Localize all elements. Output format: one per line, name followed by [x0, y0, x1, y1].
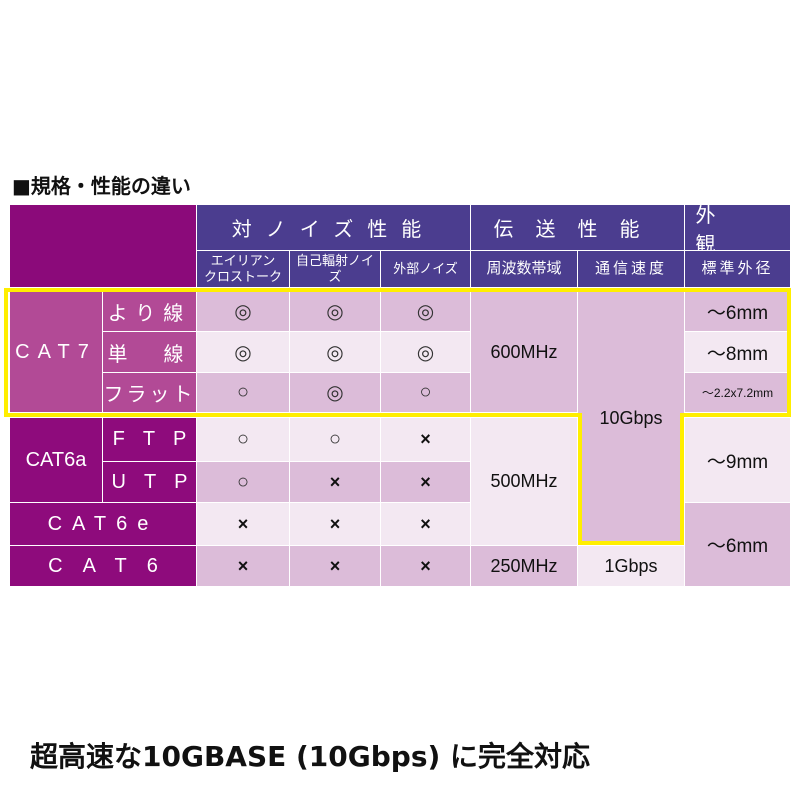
row-label-utp: UTP [103, 462, 196, 502]
diameter-cat6e-6: ～6mm [685, 503, 790, 586]
mark-cell: × [381, 462, 470, 502]
header-transmission: 伝送性能 [471, 205, 684, 250]
mark-cell: ○ [197, 462, 289, 502]
row-label-cat6a: CAT6a [10, 418, 102, 502]
freq-cat6a-6e: 500MHz [471, 418, 577, 545]
header-alien-crosstalk: エイリアン クロストーク [197, 251, 289, 287]
freq-cat7: 600MHz [471, 292, 577, 412]
mark-cell: ◎ [197, 292, 289, 331]
row-label-cat6e: CAT6e [10, 503, 196, 545]
mark-cell: × [197, 546, 289, 586]
mark-cell: ◎ [197, 332, 289, 372]
diameter-flat: ～2.2x7.2mm [685, 373, 790, 412]
mark-cell: × [381, 503, 470, 545]
header-appearance: 外 観 [685, 205, 790, 256]
corner-cell [10, 205, 196, 287]
row-label-solid: 単 線 [103, 332, 196, 372]
freq-cat6: 250MHz [471, 546, 577, 586]
diameter-twisted: ～6mm [685, 292, 790, 331]
diameter-solid: ～8mm [685, 332, 790, 372]
mark-cell: × [290, 546, 380, 586]
mark-cell: ◎ [381, 332, 470, 372]
row-label-cat6: CAT6 [10, 546, 196, 586]
mark-cell: ○ [290, 418, 380, 461]
header-self-radiation: 自己輻射ノイズ [290, 251, 380, 287]
mark-cell: ○ [197, 373, 289, 412]
diameter-cat6a: ～9mm [685, 418, 790, 502]
header-noise: 対ノイズ性能 [197, 205, 470, 250]
row-label-flat: フラット [103, 373, 196, 412]
mark-cell: ○ [197, 418, 289, 461]
speed-10g: 10Gbps [578, 292, 684, 545]
section-title: ■規格・性能の違い [12, 174, 191, 198]
header-diameter: 標準外径 [685, 251, 790, 287]
mark-cell: × [381, 418, 470, 461]
header-external-noise: 外部ノイズ [381, 251, 470, 287]
mark-cell: × [197, 503, 289, 545]
caption: 超高速な10GBASE (10Gbps) に完全対応 [30, 740, 591, 773]
mark-cell: ○ [381, 373, 470, 412]
mark-cell: ◎ [290, 292, 380, 331]
mark-cell: ◎ [290, 332, 380, 372]
row-label-ftp: FTP [103, 418, 196, 461]
row-label-twisted: より線 [103, 292, 196, 331]
speed-1g: 1Gbps [578, 546, 684, 586]
mark-cell: × [290, 503, 380, 545]
mark-cell: × [381, 546, 470, 586]
mark-cell: ◎ [290, 373, 380, 412]
row-label-cat7: CAT7 [10, 292, 102, 412]
mark-cell: ◎ [381, 292, 470, 331]
mark-cell: × [290, 462, 380, 502]
header-frequency: 周波数帯域 [471, 251, 577, 287]
header-speed: 通信速度 [578, 251, 684, 287]
